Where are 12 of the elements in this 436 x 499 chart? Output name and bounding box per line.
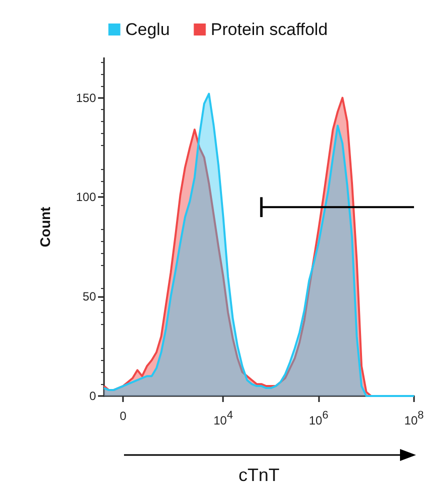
x-tick-label: 0 bbox=[120, 409, 127, 423]
legend-label: Protein scaffold bbox=[210, 20, 328, 39]
x-tick-label: 106 bbox=[308, 410, 328, 428]
x-axis-title: cTnT bbox=[238, 465, 280, 485]
y-tick-label: 50 bbox=[82, 290, 96, 304]
y-tick-label: 0 bbox=[89, 389, 96, 403]
y-tick-label: 100 bbox=[76, 190, 96, 204]
y-axis-title: Count bbox=[37, 206, 53, 248]
x-tick-label: 108 bbox=[404, 410, 424, 428]
y-tick-label: 150 bbox=[76, 90, 96, 105]
legend-label: Ceglu bbox=[125, 20, 170, 39]
x-tick-label: 104 bbox=[213, 410, 233, 428]
